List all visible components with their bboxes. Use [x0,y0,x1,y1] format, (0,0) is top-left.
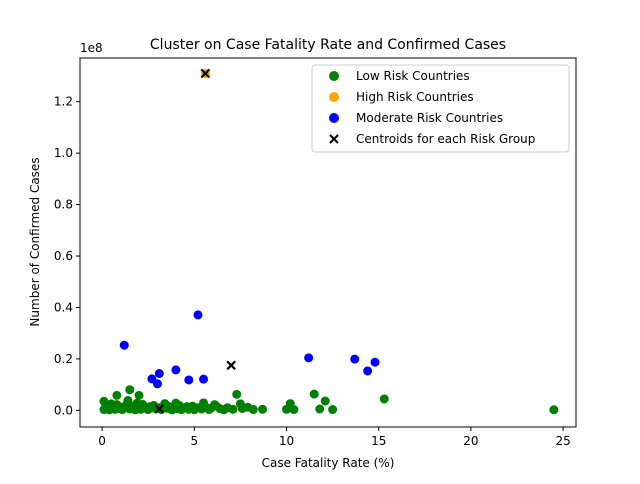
y-tick-label: 0.8 [54,198,73,212]
legend-label-centroid: Centroids for each Risk Group [356,132,535,146]
x-tick-label: 5 [190,434,198,448]
y-tick-label: 1.0 [54,146,73,160]
y-tick-label: 1.2 [54,95,73,109]
data-point [379,394,389,404]
legend-marker-centroid [329,134,339,144]
legend-entry: Low Risk Countries [329,69,470,83]
data-point [134,390,144,400]
centroid-point [200,68,211,79]
data-point [549,405,559,415]
legend-label-high-risk: High Risk Countries [356,90,474,104]
data-point [350,354,360,364]
y-tick-label: 0.2 [54,352,73,366]
legend: Low Risk Countries High Risk Countries M… [311,64,570,153]
data-point [228,404,238,414]
series-group [99,385,559,415]
chart-title: Cluster on Case Fatality Rate and Confir… [150,37,506,53]
x-tick-label: 25 [555,434,570,448]
data-point [119,340,129,350]
legend-label-moderate-risk: Moderate Risk Countries [356,111,503,125]
data-point [309,389,319,399]
data-point [199,374,209,384]
x-axis-label: Case Fatality Rate (%) [262,456,395,470]
legend-entry: Moderate Risk Countries [329,111,503,125]
legend-frame [311,64,570,153]
centroid-point [154,404,165,414]
y-axis-label: Number of Confirmed Cases [28,157,42,326]
data-point [370,357,380,367]
axes-frame [79,57,577,428]
data-point [320,396,330,406]
legend-marker-high-risk [329,92,339,102]
data-point [315,404,325,414]
data-point [171,365,181,375]
x-tick-label: 10 [279,434,294,448]
data-point [112,390,122,400]
series-group [154,68,236,414]
y-axis: 0.0 0.2 0.4 0.6 0.8 1.0 1.2 [54,95,80,417]
data-point [125,385,135,395]
y-tick-label: 0.6 [54,249,73,263]
legend-marker-low-risk [329,71,339,81]
y-offset-label: 1e8 [80,41,103,55]
centroid-point [226,360,236,371]
legend-entry: Centroids for each Risk Group [329,132,535,146]
series-group [119,310,380,389]
x-axis: 0 5 10 15 20 25 [98,427,571,448]
legend-label-low-risk: Low Risk Countries [356,69,470,83]
legend-marker-moderate-risk [329,113,339,123]
plot-area [99,68,559,415]
data-point [248,405,258,415]
data-point [154,369,164,379]
data-point [193,310,203,320]
x-tick-label: 20 [463,434,478,448]
x-tick-label: 0 [98,434,106,448]
data-point [363,366,373,376]
data-point [328,405,338,415]
data-point [232,389,242,399]
data-point [304,353,314,363]
legend-entry: High Risk Countries [329,90,474,104]
y-tick-label: 0.4 [54,300,73,314]
data-point [184,375,194,385]
y-tick-label: 0.0 [54,403,73,417]
x-tick-label: 15 [371,434,386,448]
data-point [289,405,299,415]
data-point [152,379,162,389]
data-point [258,404,268,414]
